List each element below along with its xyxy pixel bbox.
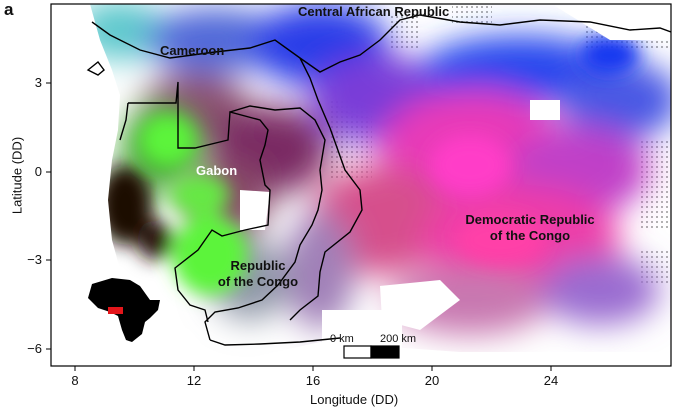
y-tick-label: 0: [34, 164, 42, 179]
scale-bar-start-label: 0 km: [330, 333, 354, 345]
scale-bar: [343, 345, 400, 359]
y-tick-label: 3: [34, 75, 42, 90]
x-tick-label: 20: [424, 373, 440, 388]
label-roc-line1: Republic: [230, 258, 286, 273]
plot-frame: [50, 3, 672, 367]
y-tick-label: −6: [27, 341, 42, 356]
label-gabon: Gabon: [196, 163, 238, 178]
x-axis-title: Longitude (DD): [310, 392, 399, 407]
label-central-african-republic: Central African Republic: [298, 4, 450, 19]
distribution-raster: [75, 4, 671, 335]
scale-bar-end-label: 200 km: [380, 333, 417, 345]
y-axis-title: Latitude (DD): [9, 136, 25, 215]
x-tick-label: 16: [305, 373, 321, 388]
label-cameroon: Cameroon: [160, 43, 225, 58]
x-tick-label: 12: [186, 373, 202, 388]
country-borders: [86, 14, 671, 346]
label-drc-line1: Democratic Republic: [465, 212, 595, 227]
label-drc: Democratic Republic of the Congo: [450, 212, 610, 244]
axis-ticks: [46, 82, 552, 371]
label-roc-line2: of the Congo: [217, 274, 299, 289]
x-tick-label: 8: [71, 373, 79, 388]
label-republic-of-the-congo: Republic of the Congo: [208, 258, 308, 290]
y-tick-label: −3: [27, 252, 42, 267]
label-drc-line2: of the Congo: [489, 228, 571, 243]
study-area-highlight: [108, 307, 123, 314]
panel-label: a: [4, 0, 14, 19]
africa-locator-inset: [88, 278, 160, 342]
x-tick-label: 24: [543, 373, 559, 388]
